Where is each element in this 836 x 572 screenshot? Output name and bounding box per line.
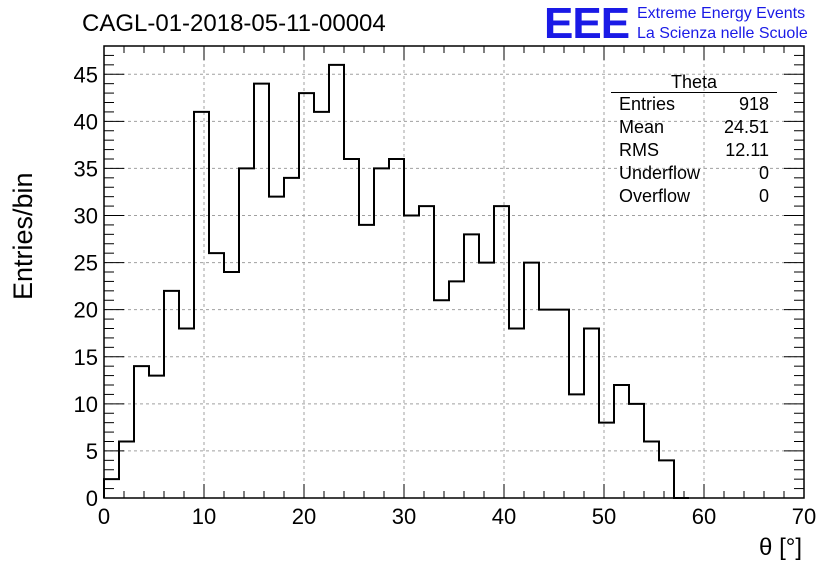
- x-tick-label: 40: [492, 504, 516, 529]
- stats-row-rms: RMS 12.11: [611, 139, 777, 162]
- stats-row-entries: Entries 918: [611, 93, 777, 116]
- y-tick-label: 45: [74, 62, 98, 87]
- stats-value: 12.11: [725, 140, 769, 160]
- histogram-bin: [479, 263, 494, 498]
- stats-value: 0: [758, 163, 769, 183]
- x-tick-label: 60: [692, 504, 716, 529]
- histogram-bin: [404, 216, 419, 499]
- histogram-bin: [494, 206, 509, 498]
- histogram-bin: [629, 404, 644, 498]
- x-tick-label: 50: [592, 504, 616, 529]
- histogram-bin: [239, 168, 254, 498]
- logo-subtitle-line2: La Scienza nelle Scuole: [637, 25, 808, 42]
- x-tick-label: 20: [292, 504, 316, 529]
- histogram-bin: [344, 159, 359, 498]
- x-tick-labels: 0 10 20 30 40 50 60 70: [98, 504, 816, 529]
- stats-row-mean: Mean 24.51: [611, 116, 777, 139]
- y-tick-label: 10: [74, 392, 98, 417]
- stats-row-overflow: Overflow 0: [611, 185, 777, 208]
- y-tick-labels: 0 5 10 15 20 25 30 35 40 45: [74, 62, 98, 511]
- histogram-bin: [164, 291, 179, 498]
- histogram-bin: [254, 84, 269, 498]
- histogram-bin: [614, 385, 629, 498]
- histogram-bin: [149, 376, 164, 498]
- histogram-bin: [659, 460, 674, 498]
- y-tick-label: 15: [74, 345, 98, 370]
- chart-title: CAGL-01-2018-05-11-00004: [82, 10, 386, 37]
- histogram-bin: [464, 234, 479, 498]
- x-tick-label: 0: [98, 504, 110, 529]
- stats-value: 918: [738, 94, 769, 114]
- x-axis-label: θ [°]: [759, 534, 802, 561]
- y-tick-label: 25: [74, 251, 98, 276]
- histogram-bin: [224, 272, 239, 498]
- histogram-bin: [509, 329, 524, 499]
- x-tick-label: 30: [392, 504, 416, 529]
- y-tick-label: 30: [74, 204, 98, 229]
- stats-value: 24.51: [723, 117, 769, 137]
- histogram-bin: [539, 310, 554, 498]
- stats-label: Underflow: [619, 163, 701, 183]
- histogram-bin: [359, 225, 374, 498]
- histogram-bin: [269, 197, 284, 498]
- y-tick-label: 5: [86, 439, 98, 464]
- histogram-outline: [103, 63, 689, 499]
- y-tick-label: 40: [74, 109, 98, 134]
- grid-lines: [104, 46, 804, 498]
- stats-row-underflow: Underflow 0: [611, 162, 777, 185]
- y-axis-label: Entries/bin: [8, 172, 38, 300]
- stats-label: Entries: [619, 94, 676, 114]
- histogram-bin: [374, 168, 389, 498]
- histogram-bin: [449, 281, 464, 498]
- stats-label: Mean: [619, 117, 665, 137]
- histogram-bin: [584, 329, 599, 499]
- stats-label: Overflow: [619, 186, 691, 206]
- y-tick-label: 35: [74, 156, 98, 181]
- histogram-bin: [554, 310, 569, 498]
- histogram-bin: [389, 159, 404, 498]
- histogram-bin: [569, 394, 584, 498]
- stats-title: Theta: [611, 72, 777, 93]
- logo-subtitle-line1: Extreme Energy Events: [637, 5, 806, 22]
- histogram-bin: [134, 366, 149, 498]
- axis-ticks: [103, 45, 805, 499]
- histogram-bin: [119, 442, 134, 499]
- histogram-bin: [299, 93, 314, 498]
- histogram-series: [103, 63, 689, 499]
- histogram-bin: [194, 112, 209, 498]
- histogram-bin: [599, 423, 614, 498]
- histogram-bin: [434, 300, 449, 498]
- stats-value: 0: [758, 186, 769, 206]
- histogram-bin: [419, 206, 434, 498]
- x-tick-label: 70: [792, 504, 816, 529]
- histogram-bin: [524, 263, 539, 498]
- histogram-bin: [329, 65, 344, 498]
- histogram-bin: [314, 112, 329, 498]
- histogram-bin: [179, 329, 194, 499]
- histogram-bin: [284, 178, 299, 498]
- y-tick-label: 0: [86, 486, 98, 511]
- stats-box: Theta Entries 918 Mean 24.51 RMS 12.11 U…: [611, 72, 777, 208]
- x-tick-label: 10: [192, 504, 216, 529]
- histogram-bin: [209, 253, 224, 498]
- y-tick-label: 20: [74, 298, 98, 323]
- stats-label: RMS: [619, 140, 659, 160]
- histogram-bin: [644, 442, 659, 499]
- eee-logo: EEE: [544, 0, 630, 48]
